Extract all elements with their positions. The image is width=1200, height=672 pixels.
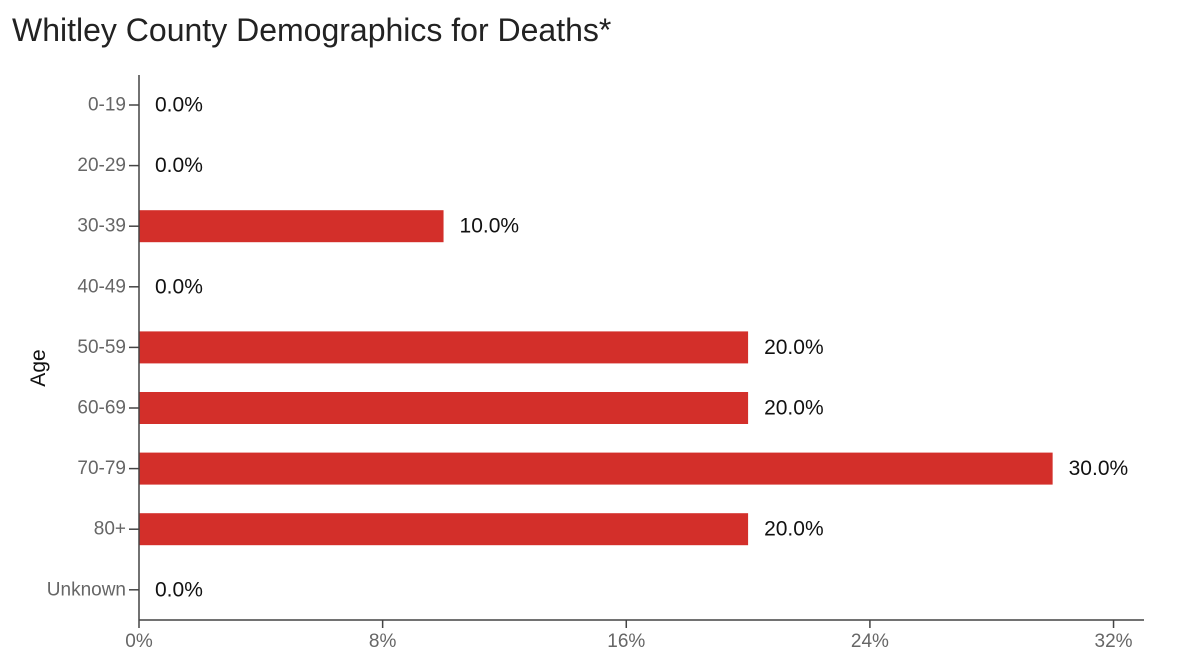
x-tick-label: 32%	[1095, 631, 1133, 652]
bar-80	[139, 513, 749, 546]
data-label: 0.0%	[155, 154, 203, 177]
x-tick-label: 16%	[607, 631, 645, 652]
chart-title: Whitley County Demographics for Deaths*	[12, 12, 612, 48]
data-label: 30.0%	[1069, 457, 1129, 480]
data-label: 20.0%	[764, 518, 824, 541]
bar-3039	[139, 210, 444, 243]
data-labels-group: 0.0% 0.0% 10.0% 0.0% 20.0% 20.0% 30.0% 20.0% 0.0…	[155, 94, 1128, 602]
y-tick-label: Unknown	[47, 579, 126, 600]
data-label: 20.0%	[764, 336, 824, 359]
data-label: 10.0%	[460, 215, 520, 238]
y-tick-label: 30-39	[77, 216, 126, 237]
x-tick-label: 0%	[125, 631, 153, 652]
y-tick-label: 50-59	[77, 337, 126, 358]
bar-6069	[139, 392, 749, 424]
data-label: 20.0%	[764, 397, 824, 420]
y-tick-label: 70-79	[77, 458, 126, 479]
y-tick-label: 80+	[94, 519, 126, 540]
x-tick-label: 8%	[369, 631, 397, 652]
x-tick-label: 24%	[851, 631, 889, 652]
bar-5059	[139, 331, 749, 364]
y-axis-title: Age	[27, 349, 50, 386]
y-tick-label: 40-49	[77, 276, 126, 297]
bar-7079	[139, 452, 1053, 485]
y-tick-label: 60-69	[77, 398, 126, 419]
data-label: 0.0%	[155, 275, 203, 298]
data-label: 0.0%	[155, 578, 203, 601]
axes-group: 0-19 20-29 30-39 40-49 50-59 60-69 70-79 80+ Unk…	[47, 75, 1144, 652]
bars-group	[139, 210, 1053, 546]
y-tick-label: 20-29	[77, 155, 126, 176]
data-label: 0.0%	[155, 94, 203, 117]
y-tick-label: 0-19	[88, 95, 126, 116]
